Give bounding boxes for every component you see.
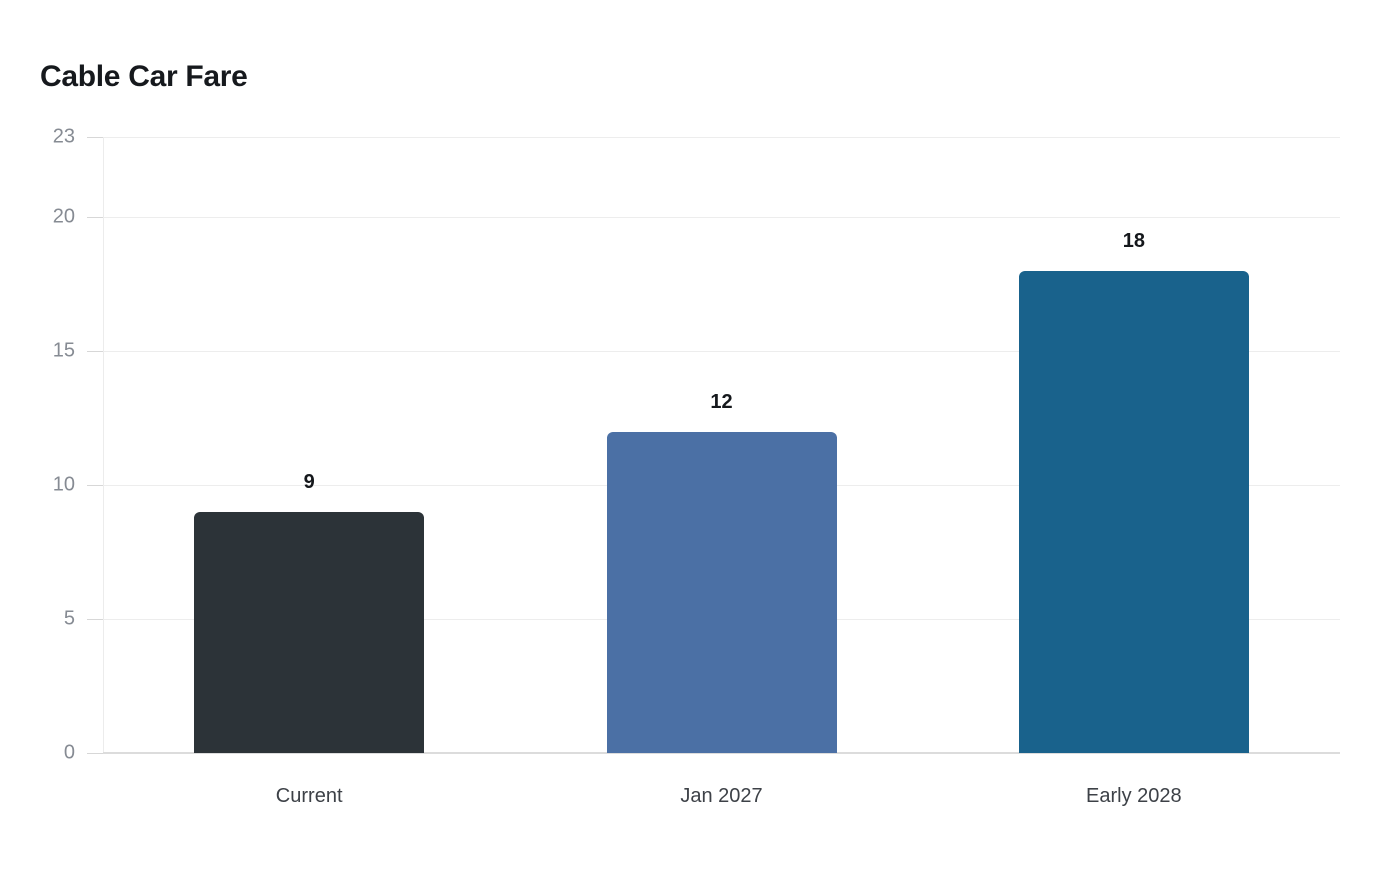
- x-axis-label: Jan 2027: [680, 785, 763, 807]
- y-axis-tick: [87, 137, 103, 138]
- x-axis-label: Early 2028: [1086, 785, 1182, 807]
- bar-value-label: 9: [303, 470, 315, 493]
- y-axis-tick: [87, 217, 103, 219]
- y-axis-tick: [87, 753, 103, 754]
- y-tick-label: 10: [52, 473, 75, 496]
- bar-jan-2027[interactable]: [606, 431, 837, 753]
- y-tick-label: 0: [63, 741, 75, 764]
- bar-current[interactable]: [194, 511, 425, 753]
- plot-area: 0 5 10 15 20 23 9 12 18 Current Jan 2027 Early 20…: [53, 126, 1340, 807]
- y-axis-tick: [87, 351, 103, 353]
- y-tick-label: 23: [52, 125, 75, 148]
- y-tick-label: 5: [63, 607, 75, 630]
- x-axis-baseline: [103, 752, 1340, 754]
- y-tick-label: 15: [52, 339, 75, 362]
- chart-title: Cable Car Fare: [40, 60, 248, 93]
- gridline: [103, 351, 1340, 353]
- bar-value-label: 18: [1122, 229, 1145, 252]
- gridline: [103, 217, 1340, 219]
- y-axis-tick: [87, 485, 103, 487]
- y-axis-line: [103, 137, 104, 753]
- x-axis-label: Current: [275, 785, 343, 807]
- gridline: [103, 137, 1340, 138]
- bar-value-label: 12: [710, 390, 733, 413]
- bar-early-2028[interactable]: [1018, 270, 1249, 753]
- y-tick-label: 20: [52, 205, 75, 228]
- y-axis-tick: [87, 619, 103, 621]
